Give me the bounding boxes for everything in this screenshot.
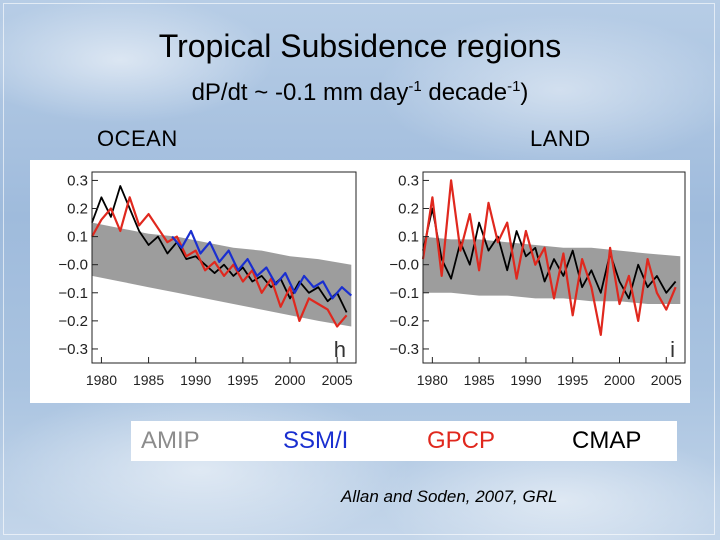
land-x-tick-label: 1990: [510, 372, 541, 388]
land-y-tick-label: −0.0: [389, 257, 419, 274]
land-y-tick-label: 0.3: [398, 172, 419, 189]
ocean-y-tick-label: −0.2: [58, 313, 88, 330]
subtitle-exponent-1: -1: [408, 78, 422, 95]
ocean-y-tick-label: 0.3: [67, 172, 88, 189]
land-y-tick-label: 0.1: [398, 229, 419, 246]
ocean-x-tick-label: 2005: [322, 372, 353, 388]
ocean-x-tick-label: 1980: [86, 372, 117, 388]
legend: AMIP SSM/I GPCP CMAP: [131, 421, 677, 461]
subtitle-end: ): [520, 79, 529, 106]
ocean-y-tick-label: 0.1: [67, 229, 88, 246]
land-x-tick-label: 1995: [557, 372, 588, 388]
land-y-tick-label: −0.2: [389, 313, 419, 330]
land-x-tick-label: 2005: [651, 372, 682, 388]
ocean-y-tick-label: 0.2: [67, 201, 88, 218]
ocean-y-tick-label: −0.3: [58, 341, 88, 358]
slide-frame: [3, 3, 715, 535]
legend-item-ssmi: SSM/I: [283, 427, 349, 454]
subtitle-exponent-2: -1: [507, 78, 521, 95]
subtitle-mid: decade: [421, 79, 508, 106]
ocean-x-tick-label: 1995: [227, 372, 258, 388]
land-x-tick-label: 1980: [417, 372, 448, 388]
land-panel-letter: i: [670, 337, 675, 362]
legend-item-cmap: CMAP: [572, 427, 642, 454]
ocean-series-amip-band: [92, 222, 352, 327]
ocean-y-tick-label: −0.0: [58, 257, 88, 274]
figure-panels: 0.3 0.2 0.1 −0.0 −0.1 −0.2 −0.3 1980 1985 1990 199…: [30, 160, 690, 403]
slide-subtitle: dP/dt ~ -0.1 mm day-1 decade-1): [0, 78, 720, 107]
land-series-gpcp-line: [421, 179, 677, 336]
ocean-x-tick-label: 2000: [274, 372, 305, 388]
ocean-y-tick-label: −0.1: [58, 285, 88, 302]
ocean-x-tick-label: 1985: [133, 372, 164, 388]
slide-title: Tropical Subsidence regions: [158, 28, 562, 64]
land-y-tick-label: 0.2: [398, 201, 419, 218]
timeseries-figure: 0.3 0.2 0.1 −0.0 −0.1 −0.2 −0.3 1980 1985 1990 199…: [58, 171, 686, 388]
ocean-panel-letter: h: [334, 337, 346, 362]
ocean-panel-label: OCEAN: [97, 126, 178, 151]
ocean-series-ssmi-line: [171, 229, 353, 300]
ocean-plot-frame: [91, 171, 357, 364]
land-x-tick-label: 1985: [464, 372, 495, 388]
legend-item-amip: AMIP: [141, 427, 200, 454]
subtitle-main: dP/dt ~ -0.1 mm day: [191, 79, 409, 106]
land-panel-label: LAND: [530, 126, 591, 151]
land-plot-frame: [422, 171, 686, 364]
legend-item-gpcp: GPCP: [427, 427, 496, 454]
land-x-tick-label: 2000: [604, 372, 635, 388]
ocean-series-gpcp-line: [91, 196, 348, 328]
land-y-tick-label: −0.3: [389, 341, 419, 358]
land-y-tick-label: −0.1: [389, 285, 419, 302]
ocean-x-tick-label: 1990: [180, 372, 211, 388]
citation: Allan and Soden, 2007, GRL: [341, 487, 558, 506]
